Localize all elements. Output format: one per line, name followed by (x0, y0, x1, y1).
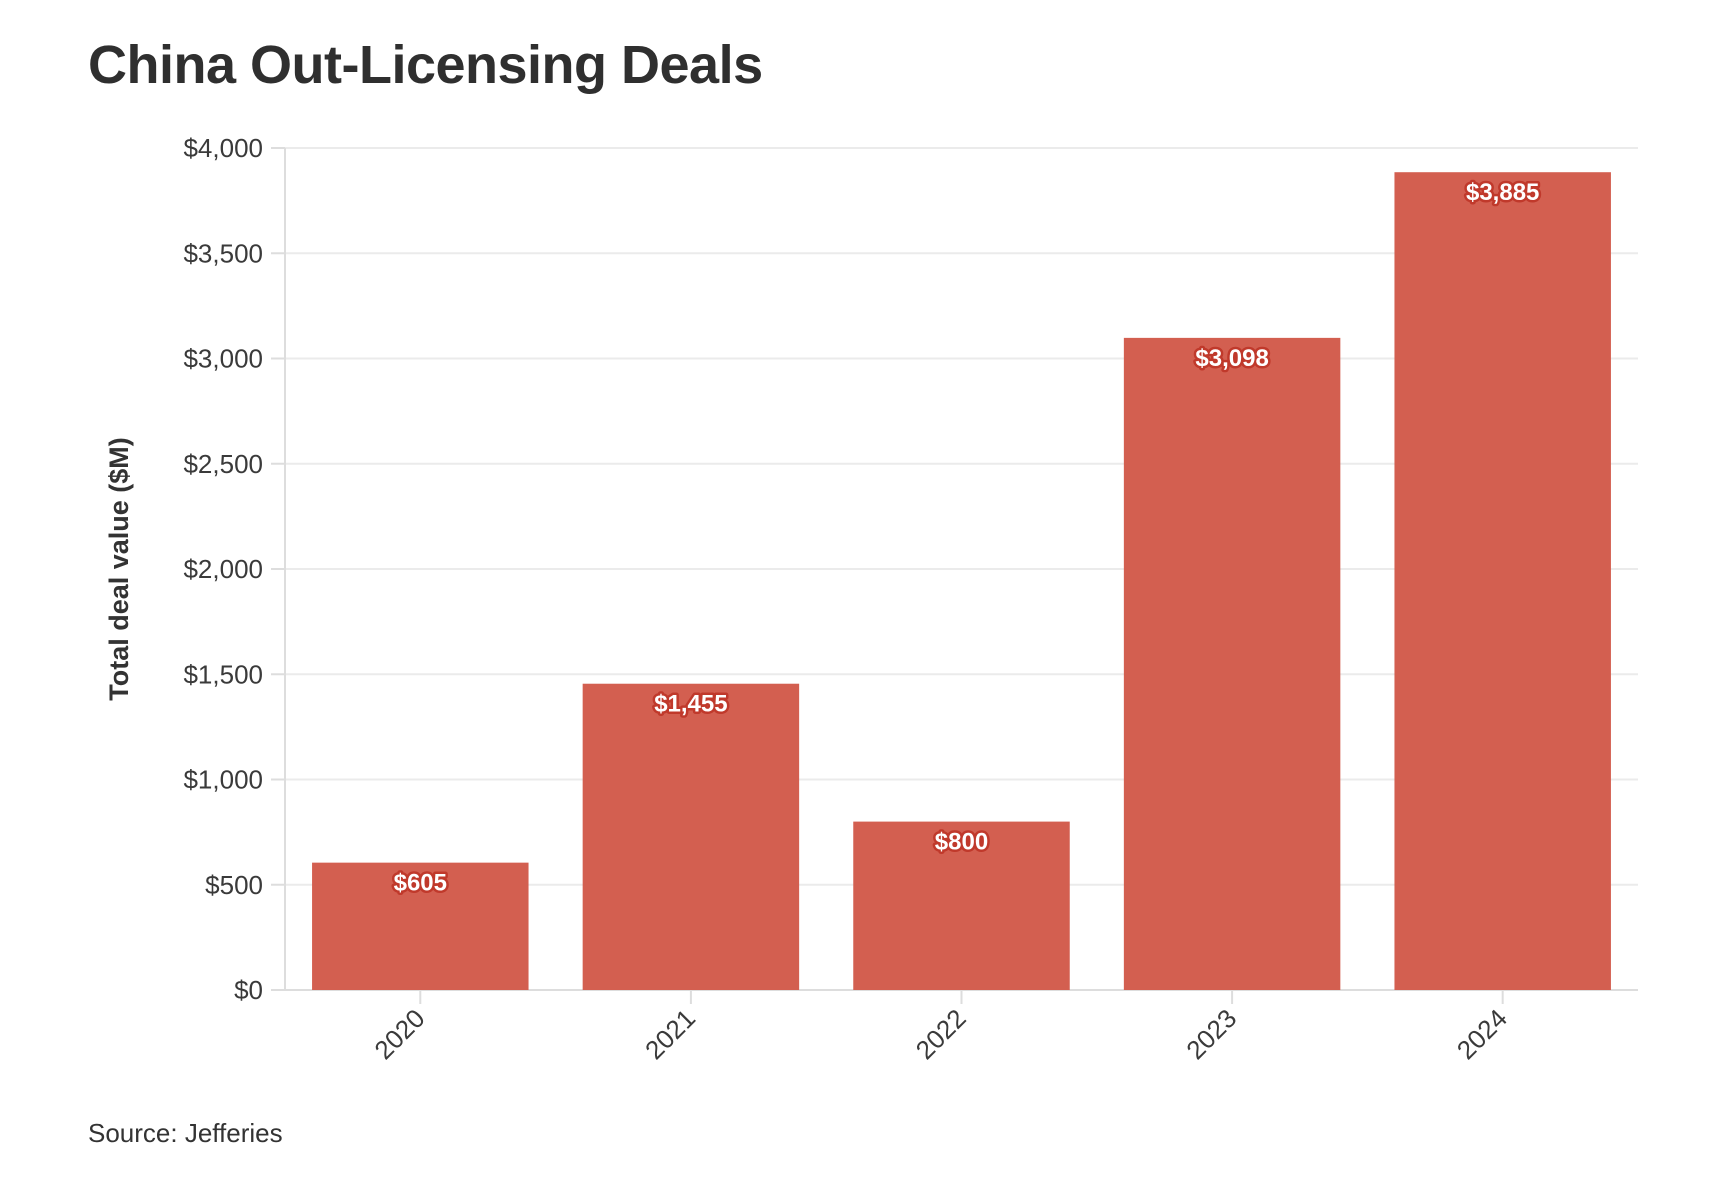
y-tick-label: $1,500 (183, 659, 263, 689)
y-tick-label: $3,000 (183, 344, 263, 374)
bar-value-label: $605 (394, 870, 447, 897)
y-tick-label: $3,500 (183, 238, 263, 268)
y-tick-label: $500 (205, 870, 263, 900)
bar (582, 683, 800, 990)
source-note: Source: Jefferies (88, 1118, 283, 1148)
bars (312, 172, 1611, 991)
bar (1394, 172, 1611, 990)
y-tick-label: $2,000 (183, 554, 263, 584)
x-tick-label: 2024 (1451, 1003, 1513, 1065)
y-tick-label: $0 (234, 975, 263, 1005)
bar-value-label: $3,098 (1195, 345, 1268, 372)
x-tick-label: 2020 (368, 1003, 430, 1065)
bar (312, 862, 529, 990)
bar-value-labels: $605 $1,455 $800 $3,098 $3,885 (391, 177, 1542, 899)
y-axis-label: Total deal value ($M) (104, 437, 134, 701)
bar (1123, 337, 1341, 991)
bar-value-label: $1,455 (654, 691, 727, 718)
y-tick-label: $2,500 (183, 449, 263, 479)
bar-value-label: $800 (935, 829, 988, 856)
y-tick-label: $4,000 (183, 133, 263, 163)
x-tick-label: 2023 (1180, 1003, 1242, 1065)
chart-title: China Out-Licensing Deals (88, 35, 763, 95)
y-tick-label: $1,000 (183, 765, 263, 795)
bar (853, 821, 1070, 990)
x-tick-label: 2022 (910, 1003, 972, 1065)
x-tick-labels: 2020 2021 2022 2023 2024 (368, 1003, 1513, 1065)
x-tick-label: 2021 (639, 1003, 701, 1065)
y-tick-labels: $0 $500 $1,000 $1,500 $2,000 $2,500 $3,000 $3,5… (183, 133, 263, 1005)
bar-value-label: $3,885 (1466, 179, 1539, 206)
